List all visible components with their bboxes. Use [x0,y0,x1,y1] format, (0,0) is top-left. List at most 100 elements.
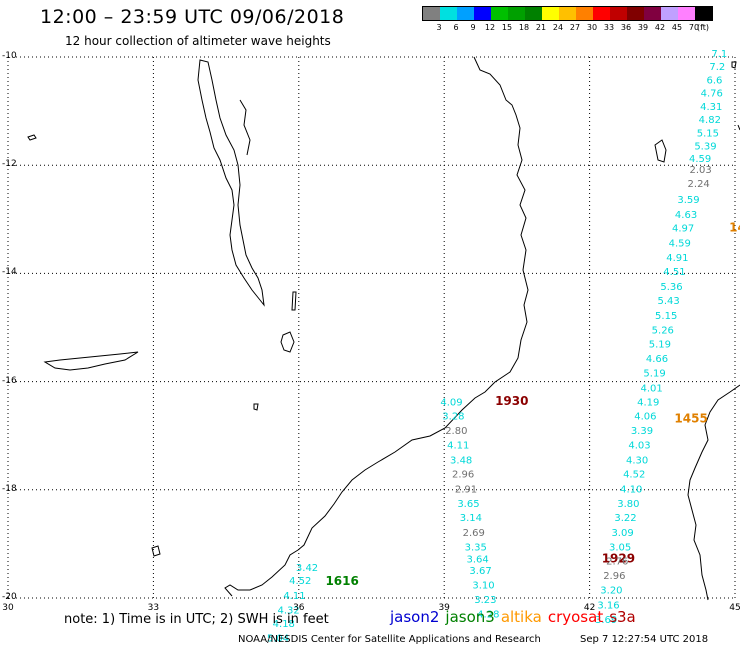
satellite-name: jason2 [390,608,440,626]
lake-chilwa [280,331,295,353]
legend-label: 15 [501,23,513,32]
wave-height-value: 2.96 [603,571,625,582]
wave-height-labels: 7.17.26.64.764.314.825.155.394.592.032.2… [267,49,727,644]
wave-height-value: 4.09 [440,397,462,408]
lake-chiuta [291,291,297,311]
cahora-bassa [151,545,161,557]
wave-height-value: 5.39 [694,142,716,153]
legend-swatch [440,7,457,20]
latitude-tick-label: -18 [2,483,17,494]
legend-labels: 3 6 9 12 15 18 21 24 27 30 33 36 39 42 45 70 (ft) [422,21,713,33]
latitude-tick-label: -16 [2,375,17,386]
wave-height-value: 5.15 [697,129,719,140]
wave-height-value: 4.30 [626,455,648,466]
legend-swatch [576,7,593,20]
legend-label: 39 [637,23,649,32]
wave-height-value: 4.11 [283,591,305,602]
wave-height-value: 4.11 [447,441,469,452]
legend-swatch [695,7,712,20]
longitude-tick-label: 42 [583,603,596,613]
legend-swatch [474,7,491,20]
wave-height-value: 2.91 [455,485,477,496]
wave-height-value: 4.32 [278,606,300,617]
generation-timestamp: Sep 7 12:27:54 UTC 2018 [580,634,709,645]
wave-height-legend: 3 6 9 12 15 18 21 24 27 30 33 36 39 42 45 70 (ft) [422,6,713,33]
wave-height-value: 3.20 [600,586,622,597]
small-lake-south [253,403,259,411]
wave-height-value: 4.03 [628,441,650,452]
wave-height-value: 4.19 [637,397,659,408]
wave-height-value: 3.05 [609,542,631,553]
legend-label: 70 [688,23,700,32]
pass-time-label: 1455 [674,412,707,426]
legend-label: (ft) [696,23,710,32]
legend-swatch [593,7,610,20]
longitude-tick-label: 30 [2,603,14,613]
pass-time-label: 1930 [495,394,528,408]
longitude-tick-label: 45 [729,603,740,613]
wave-height-value: 5.19 [649,340,671,351]
legend-swatch [627,7,644,20]
wave-height-value: 4.51 [663,267,685,278]
pass-time-label: 1616 [325,574,358,588]
satellite-name: cryosat [547,608,604,626]
legend-swatch [542,7,559,20]
wave-height-value: 4.52 [289,576,311,587]
wave-height-value: 6.6 [706,76,722,87]
wave-height-value: 5.19 [643,369,665,380]
coastline-mozambique [224,56,529,597]
wave-height-value: 5.26 [652,325,674,336]
wave-height-value: 2.76 [606,556,628,567]
wave-height-value: 2.96 [452,469,474,480]
legend-label: 6 [453,23,459,32]
wave-height-value: 7.2 [709,62,725,73]
legend-label: 12 [484,23,496,32]
wave-height-value: 3.09 [611,528,633,539]
wave-height-value: 3.35 [465,542,487,553]
wave-height-value: 2.80 [445,426,467,437]
credit-text: NOAA/NESDIS Center for Satellite Applica… [238,634,541,645]
wave-height-value: 3.23 [474,595,496,606]
wave-height-value: 3.42 [296,563,318,574]
wave-height-value: 3.10 [472,580,494,591]
wave-height-value: 4.52 [623,469,645,480]
wave-height-value: 3.59 [677,195,699,206]
pass-labels: 1930 1929 1616 1455 14 [325,221,740,588]
wave-height-value: 3.14 [460,513,482,524]
legend-swatch [423,7,440,20]
wave-height-value: 5.04 [267,633,289,644]
wave-height-value: 2.24 [688,179,710,190]
wave-height-value: 4.97 [672,224,694,235]
wave-height-value: 3.64 [467,554,489,565]
wave-height-value: 3.48 [450,455,472,466]
footer-note: note: 1) Time is in UTC; 2) SWH is in fe… [64,612,329,627]
legend-label: 42 [654,23,666,32]
longitude-tick-label: 39 [438,603,450,613]
legend-label: 3 [436,23,442,32]
pass-time-label: 1929 [602,551,635,565]
wave-height-value: 3.69 [595,615,617,626]
legend-label: 36 [620,23,632,32]
wave-height-value: 4.66 [646,354,668,365]
legend-label: 9 [470,23,476,32]
pass-time-label: 14 [729,221,740,235]
wave-height-value: 4.59 [669,238,691,249]
satellite-name: altika [500,608,542,626]
lake-kariba [43,351,139,371]
legend-label: 24 [552,23,564,32]
legend-label: 18 [518,23,530,32]
lake-malawi-shore [239,99,251,156]
longitude-tick-label: 33 [147,603,160,613]
wave-height-value: 4.59 [689,154,711,165]
satellite-name: s3a [609,608,636,626]
small-lake-west [27,134,37,141]
latitude-tick-label: -14 [2,267,17,278]
latitude-tick-label: -10 [2,51,17,61]
legend-swatch [661,7,678,20]
legend-label: 27 [569,23,581,32]
satellite-name: jason3 [445,608,495,626]
coastline-madagascar [687,384,740,601]
wave-height-value: 3.28 [442,411,464,422]
lake-malawi [197,59,265,307]
